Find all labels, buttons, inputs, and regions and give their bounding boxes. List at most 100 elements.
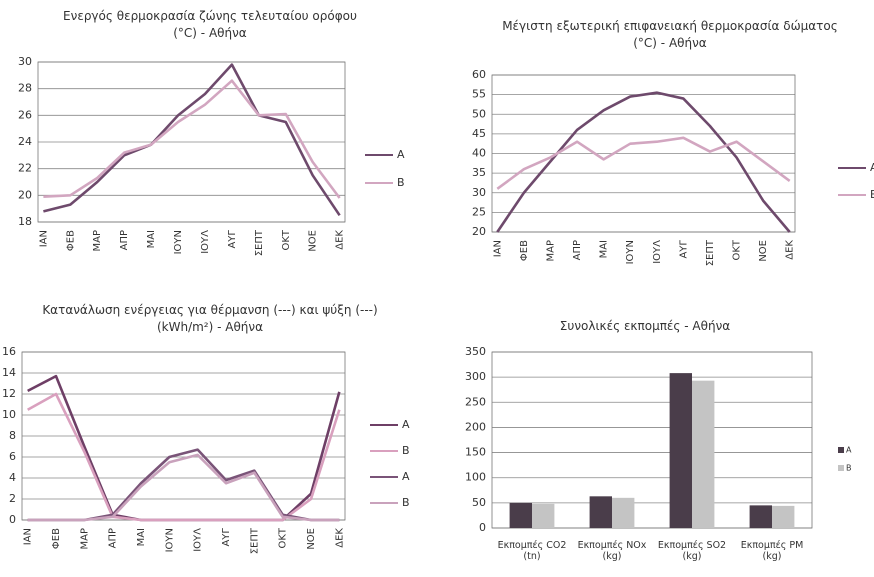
y-tick-label: 50 xyxy=(472,107,486,120)
x-tick-label: Εκπομπές PM (kg) xyxy=(740,540,804,563)
x-tick-label: ΣΕΠΤ xyxy=(705,239,716,266)
legend-label: B xyxy=(402,496,410,509)
x-tick-label: ΝΟΕ xyxy=(758,240,769,262)
y-tick-label: 350 xyxy=(465,345,486,358)
x-tick-label: ΑΠΡ xyxy=(572,240,583,260)
x-tick-label: ΜΑΡ xyxy=(92,230,103,252)
bar xyxy=(749,505,772,528)
series-line xyxy=(43,79,341,199)
chart-title-box: Συνολικές εκπομπές - Αθήνα xyxy=(560,319,730,333)
y-tick-label: 28 xyxy=(18,82,32,95)
y-tick-label: 30 xyxy=(472,186,486,199)
y-tick-label: 18 xyxy=(18,215,32,228)
legend-label: B xyxy=(402,444,410,457)
chart-title: Μέγιστη εξωτερική επιφανειακή θερμοκρασί… xyxy=(502,19,838,50)
x-tick-label: ΝΟΕ xyxy=(308,230,319,252)
x-tick-label-box: Εκπομπές CO2 (tn) xyxy=(497,540,567,563)
x-tick-label: ΙΟΥΛ xyxy=(193,528,204,552)
chart-title-box: Μέγιστη εξωτερική επιφανειακή θερμοκρασί… xyxy=(502,19,838,50)
series-line xyxy=(27,453,340,522)
y-tick-label: 20 xyxy=(472,225,486,238)
x-tick-label: ΙΑΝ xyxy=(23,528,34,545)
legend-label: B xyxy=(397,176,405,189)
x-tick-label: Εκπομπές SO2 (kg) xyxy=(657,540,727,563)
y-tick-label: 35 xyxy=(472,166,486,179)
x-tick-label: ΔΕΚ xyxy=(785,240,796,260)
x-tick-label: ΙΑΝ xyxy=(492,240,503,257)
bar xyxy=(612,497,635,528)
y-tick-label: 25 xyxy=(472,205,486,218)
legend-label: A xyxy=(402,418,410,431)
x-tick-label: ΦΕΒ xyxy=(51,528,62,549)
bar xyxy=(509,502,532,528)
x-tick-label: ΔΕΚ xyxy=(334,528,345,548)
x-tick-label-box: Εκπομπές PM (kg) xyxy=(740,540,804,563)
bar xyxy=(692,380,715,528)
y-tick-label: 16 xyxy=(2,345,16,358)
y-tick-label: 30 xyxy=(18,55,32,68)
x-tick-label-box: Εκπομπές SO2 (kg) xyxy=(657,540,727,563)
legend-swatch xyxy=(838,465,844,471)
y-tick-label: 50 xyxy=(472,496,486,509)
x-tick-label: ΜΑΡ xyxy=(545,240,556,262)
legend-label: A xyxy=(870,161,874,174)
x-tick-label: ΦΕΒ xyxy=(519,240,530,261)
y-tick-label: 20 xyxy=(18,188,32,201)
x-tick-label: ΑΥΓ xyxy=(221,528,232,547)
x-tick-label: ΜΑΙ xyxy=(136,528,147,546)
y-tick-label: 45 xyxy=(472,127,486,140)
bar xyxy=(772,505,795,528)
y-tick-label: 10 xyxy=(2,408,16,421)
legend-label: B xyxy=(870,188,874,201)
legend-label: B xyxy=(846,464,852,473)
x-tick-label: ΑΠΡ xyxy=(119,230,130,250)
bar xyxy=(669,373,692,528)
y-tick-label: 150 xyxy=(465,446,486,459)
series-line xyxy=(496,136,791,190)
series-line xyxy=(27,374,341,522)
y-tick-label: 22 xyxy=(18,162,32,175)
x-tick-label: ΦΕΒ xyxy=(65,230,76,251)
x-tick-label: ΣΕΠΤ xyxy=(249,527,260,554)
plot-frame xyxy=(37,61,346,223)
plot-frame xyxy=(491,74,796,233)
y-tick-label: 4 xyxy=(9,471,16,484)
x-tick-label: ΜΑΙ xyxy=(599,240,610,258)
plot-frame xyxy=(491,351,813,529)
y-tick-label: 250 xyxy=(465,395,486,408)
y-tick-label: 55 xyxy=(472,88,486,101)
y-tick-label: 12 xyxy=(2,387,16,400)
x-tick-label: ΙΟΥΛ xyxy=(200,230,211,254)
series-line xyxy=(43,63,341,217)
x-tick-label: ΑΥΓ xyxy=(227,230,238,249)
y-tick-label: 100 xyxy=(465,471,486,484)
x-tick-label: ΙΟΥΝ xyxy=(625,240,636,264)
chart-title-box: Ενεργός θερμοκρασία ζώνης τελευταίου ορό… xyxy=(63,9,357,40)
x-tick-label: Εκπομπές CO2 (tn) xyxy=(497,540,567,563)
x-tick-label: Εκπομπές NOx (kg) xyxy=(577,540,647,563)
bar xyxy=(532,503,555,528)
y-tick-label: 300 xyxy=(465,370,486,383)
x-tick-label: ΑΠΡ xyxy=(108,528,119,548)
x-tick-label: ΔΕΚ xyxy=(335,230,346,250)
x-tick-label: ΙΑΝ xyxy=(38,230,49,247)
y-tick-label: 60 xyxy=(472,68,486,81)
y-tick-label: 14 xyxy=(2,366,16,379)
chart-title: Κατανάλωση ενέργειας για θέρμανση (---) … xyxy=(42,303,378,334)
x-tick-label: ΜΑΡ xyxy=(79,528,90,550)
bar xyxy=(589,496,612,528)
y-tick-label: 6 xyxy=(9,450,16,463)
y-tick-label: 0 xyxy=(479,521,486,534)
x-tick-label: ΣΕΠΤ xyxy=(254,229,265,256)
x-tick-label: ΑΥΓ xyxy=(678,240,689,259)
chart-title: Ενεργός θερμοκρασία ζώνης τελευταίου ορό… xyxy=(63,9,357,40)
x-tick-label: ΙΟΥΛ xyxy=(652,240,663,264)
y-tick-label: 40 xyxy=(472,147,486,160)
x-tick-label: ΙΟΥΝ xyxy=(173,230,184,254)
legend-swatch xyxy=(838,447,844,453)
legend-label: A xyxy=(397,148,405,161)
legend-label: A xyxy=(402,470,410,483)
x-tick-label: ΙΟΥΝ xyxy=(164,528,175,552)
y-tick-label: 200 xyxy=(465,420,486,433)
